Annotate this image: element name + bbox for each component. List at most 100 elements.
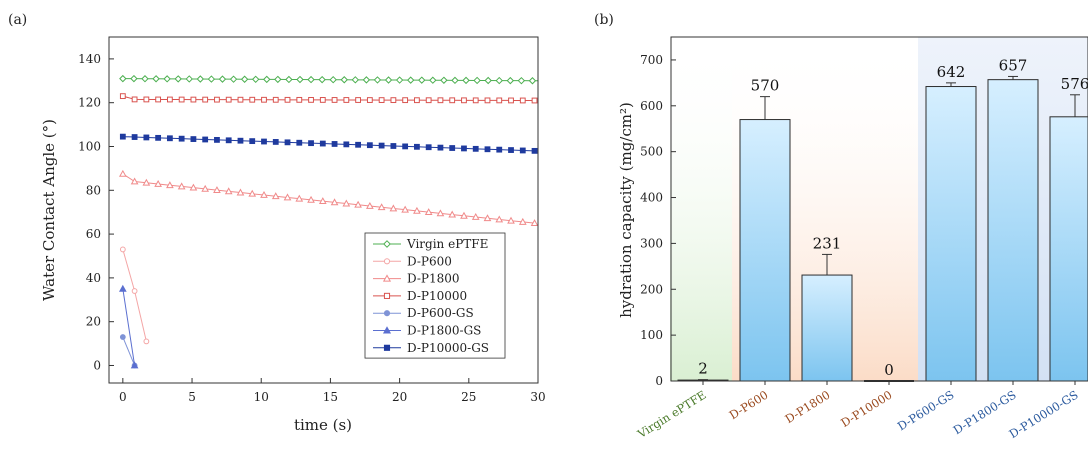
a-plot-frame [108,36,539,384]
a-data-point [130,361,139,369]
a-series-p10000 [119,93,538,104]
a-data-point [507,216,515,224]
a-data-point [508,97,514,104]
panel-b-label: (b) [594,12,614,28]
a-data-point [166,135,173,142]
a-data-point [213,186,221,193]
a-data-point [330,198,339,206]
a-data-point [118,284,127,292]
a-data-point [472,145,479,152]
a-xtick-label: 15 [323,390,338,404]
a-data-point [207,75,216,83]
a-legend-label: Virgin ePTFE [406,237,488,251]
a-data-point [296,75,304,84]
a-ytick-label: 120 [78,96,101,110]
a-data-point [383,240,391,248]
a-data-point [506,76,515,85]
a-data-point [461,97,467,104]
a-data-point [201,184,210,192]
a-data-point [366,97,373,103]
b-value-label: 0 [884,361,894,379]
a-data-point [174,75,182,83]
a-data-point [461,145,467,152]
b-category-label: Virgin ePTFE [634,388,708,442]
a-data-point [249,96,256,103]
a-data-point [401,205,409,213]
a-xlabel: time (s) [294,416,352,434]
a-data-point [166,96,173,103]
a-data-point [484,97,491,104]
a-series-p600 [119,246,150,345]
a-legend-label: D-P600 [407,254,452,268]
a-data-point [296,139,303,146]
a-ytick-label: 60 [86,227,101,241]
a-legend-item: D-P600-GS [373,306,474,320]
a-data-point [495,76,503,85]
a-data-point [130,177,139,185]
b-bar [925,86,977,382]
a-data-point [541,78,547,84]
a-legend-item: D-P1800-GS [373,324,481,338]
a-xtick-label: 5 [188,390,196,404]
a-data-point [355,97,361,103]
a-data-point [119,246,126,253]
a-data-point [406,76,415,84]
b-bar [987,79,1039,382]
a-data-point [319,97,326,103]
a-data-point [377,203,386,211]
a-data-point [284,96,291,103]
a-data-point [202,136,209,143]
hydration-chart: 2 Virgin ePTFE 570 D-P600 231 D-P1800 0 D-P1000… [617,36,1088,442]
b-value-label: 2 [698,360,708,378]
a-data-point [261,96,267,103]
a-data-point [274,75,282,84]
b-value-label: 657 [999,56,1028,74]
a-legend-label: D-P10000 [407,289,467,303]
b-ylabel: hydration capacity (mg/cm²) [617,102,635,318]
a-series-line [122,336,136,366]
a-data-point [189,183,198,191]
a-data-point [196,75,205,83]
a-data-point [178,135,185,142]
b-category-label: D-P10000-GS [1007,388,1081,442]
b-bar [739,119,791,382]
b-value-label: 642 [937,63,966,81]
a-data-point [351,76,360,84]
a-data-point [202,96,209,103]
a-xtick-label: 20 [392,390,407,404]
a-ytick-label: 80 [86,183,101,197]
a-data-point [449,97,456,104]
a-xtick-label: 10 [254,390,269,404]
a-data-point [283,193,292,201]
a-ytick-label: 140 [78,52,101,66]
a-data-point [519,97,526,104]
a-data-point [318,75,326,84]
a-data-point [343,97,350,103]
a-data-point [451,76,459,85]
a-data-point [390,143,397,149]
b-ytick-label: 0 [655,374,663,388]
a-data-point [366,142,373,149]
a-data-point [531,97,538,104]
a-data-point [402,143,409,150]
a-data-point [402,97,409,104]
a-data-point [389,204,398,212]
a-ylabel: Water Contact Angle (°) [40,119,58,301]
a-data-point [472,97,479,104]
a-data-point [240,75,249,83]
a-data-point [152,75,160,83]
a-data-point [272,96,279,103]
a-data-point [248,189,257,197]
a-legend-label: D-P600-GS [407,306,474,320]
a-data-point [237,137,244,144]
a-data-point [308,140,314,147]
a-data-point [390,97,397,104]
a-data-point [424,208,433,216]
b-axes: 0 100 200 300 400 500 600 700 [640,53,676,388]
a-data-point [295,194,304,202]
a-data-point [362,76,371,84]
a-data-point [131,288,138,294]
a-ytick-label: 20 [86,315,101,329]
a-ytick-label: 0 [93,358,101,372]
b-bar [1049,116,1088,382]
